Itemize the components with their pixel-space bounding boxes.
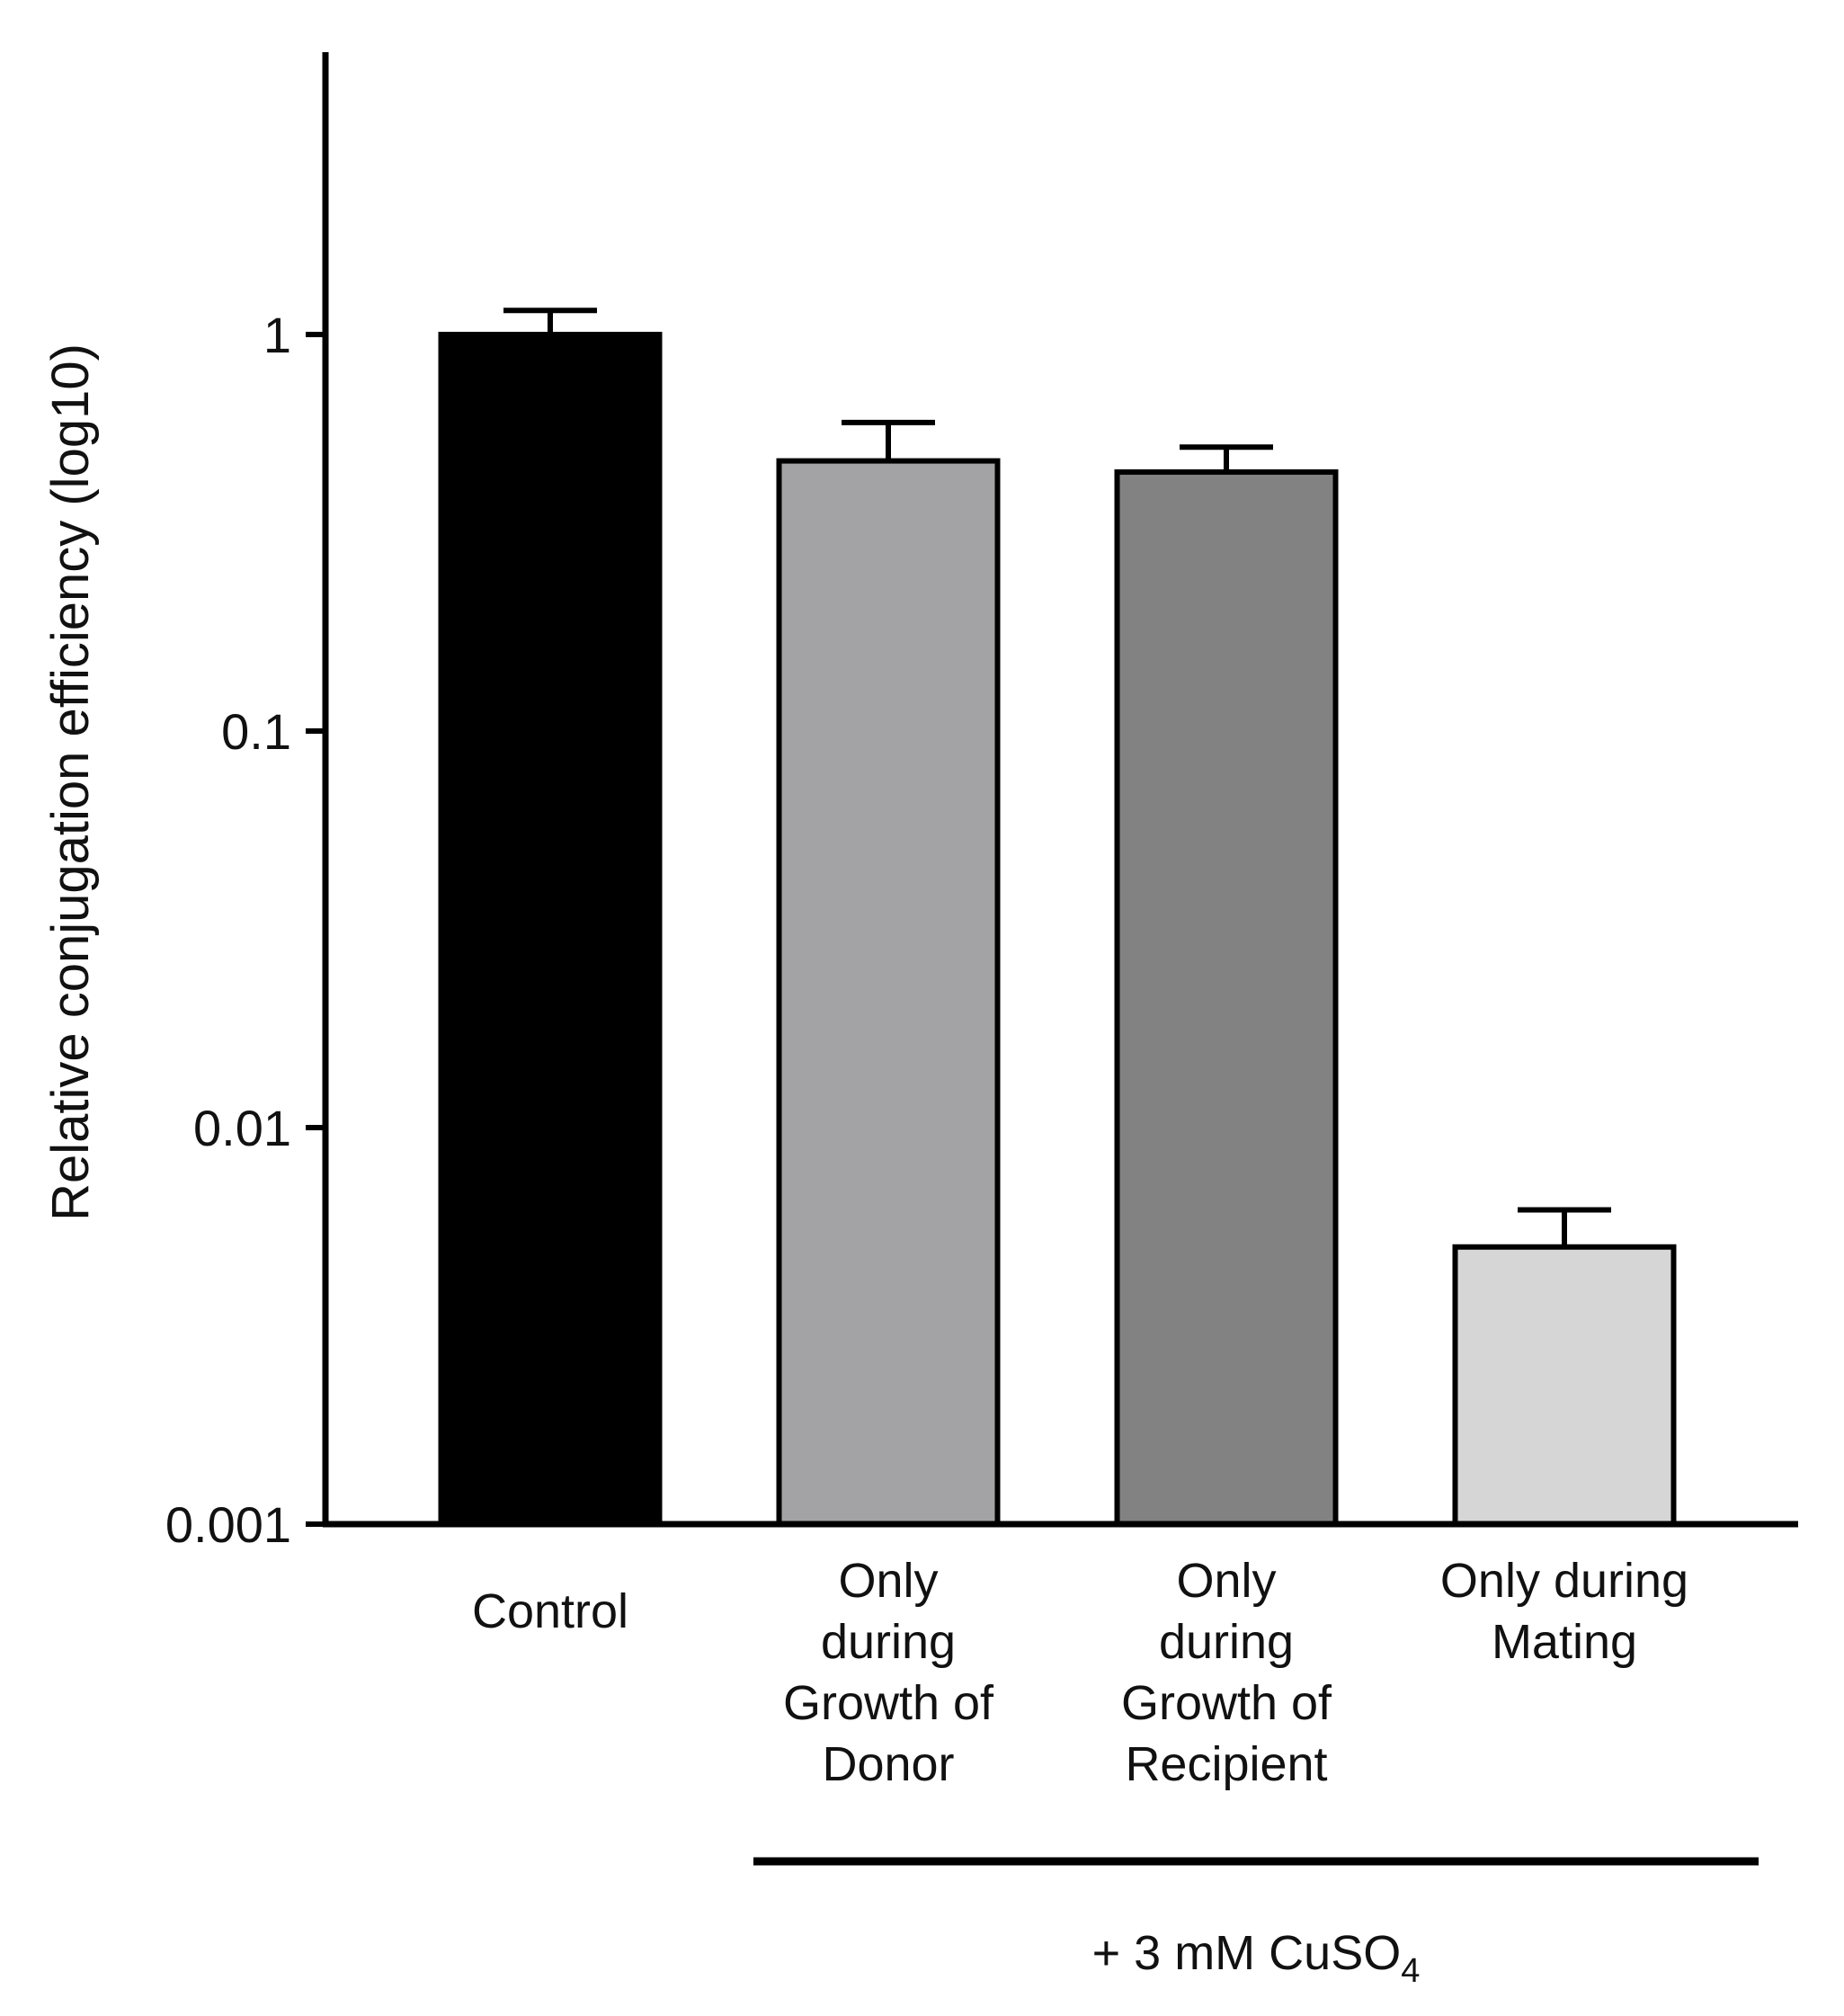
error-bars [503, 308, 1611, 1247]
category-label-2-line-3: Recipient [1125, 1737, 1327, 1791]
category-label-3-line-1: Mating [1492, 1615, 1637, 1669]
bar-1 [776, 458, 1001, 1527]
y-tick-label-0: 1 [263, 307, 291, 363]
bar-3 [1452, 1244, 1677, 1528]
bar-0 [438, 332, 663, 1527]
y-tick-label-1: 0.1 [221, 703, 291, 760]
y-tick-label-3: 0.001 [165, 1496, 291, 1553]
bar-2 [1114, 468, 1339, 1528]
error-bar-3 [1518, 1207, 1611, 1247]
error-bar-0 [503, 308, 597, 335]
error-bar-2 [1180, 444, 1273, 472]
y-tick-label-2: 0.01 [193, 1100, 291, 1156]
group-annotation-prefix: + 3 mM CuSO [1092, 1926, 1402, 1980]
y-axis-ticks: 1 0.1 0.01 0.001 [165, 307, 325, 1553]
error-bar-1 [842, 419, 935, 461]
category-label-3-line-0: Only during [1440, 1554, 1688, 1608]
category-label-1-line-2: Growth of [783, 1676, 994, 1730]
bars [438, 332, 1677, 1528]
group-annotation-subscript: 4 [1401, 1952, 1420, 1990]
category-label-2-line-1: during [1159, 1615, 1294, 1669]
category-label-2-line-2: Growth of [1121, 1676, 1332, 1730]
category-label-1: Only during Growth of Donor [783, 1554, 994, 1791]
category-label-3: Only during Mating [1440, 1554, 1688, 1669]
category-label-0: Control [472, 1584, 628, 1638]
category-label-1-line-3: Donor [822, 1737, 954, 1791]
category-label-1-line-1: during [821, 1615, 956, 1669]
y-axis-title: Relative conjugation efficiency (log10) [41, 343, 100, 1221]
x-axis-category-labels: Control Only during Growth of Donor Only durin… [472, 1554, 1688, 1791]
category-label-1-line-0: Only [838, 1554, 938, 1608]
category-label-2: Only during Growth of Recipient [1121, 1554, 1332, 1791]
group-annotation-label: + 3 mM CuSO4 [1092, 1926, 1421, 1990]
category-label-2-line-0: Only [1176, 1554, 1276, 1608]
category-label-0-line-0: Control [472, 1584, 628, 1638]
